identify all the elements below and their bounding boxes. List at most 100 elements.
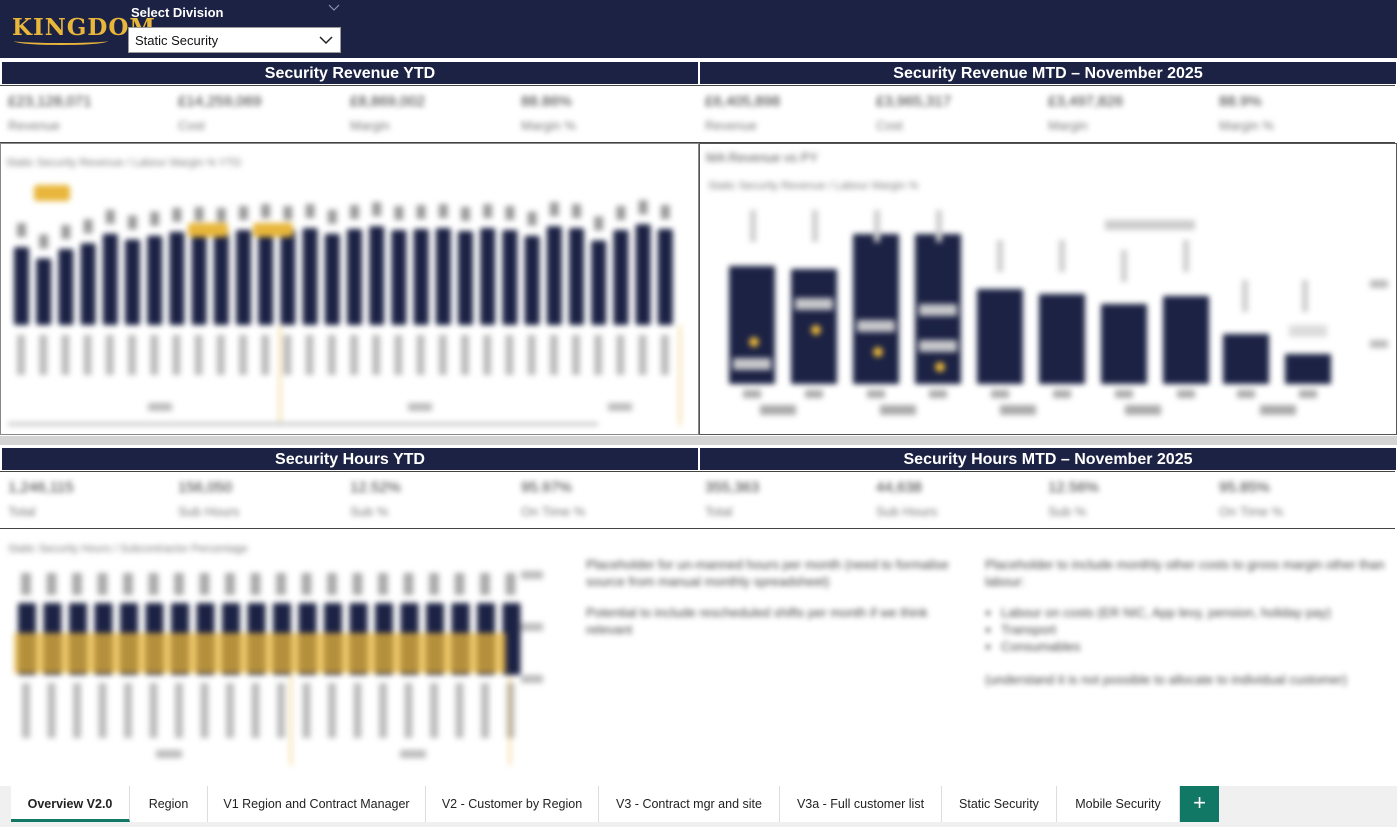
revenue-ytd-tick-label	[172, 335, 181, 375]
revenue-ytd-bar	[524, 235, 540, 325]
revenue-mtd-bar	[1039, 294, 1085, 384]
revenue-mtd-tick-label	[1115, 390, 1133, 398]
kpi-revenue-mtd: £6,405,898 Revenue	[705, 93, 781, 133]
tab-customer-by-region[interactable]: V2 - Customer by Region	[426, 786, 599, 822]
revenue-mtd-value-label	[1059, 240, 1065, 272]
revenue-ytd-bar-label	[216, 207, 226, 222]
revenue-ytd-bar	[102, 233, 118, 325]
hours-ytd-tick-label	[379, 683, 387, 738]
revenue-ytd-tick-label	[17, 335, 25, 375]
hours-ytd-bar-label	[46, 573, 57, 595]
tab-region[interactable]: Region	[130, 786, 208, 822]
kpi-hours-sub-ytd: 156,050 Sub Hours	[178, 479, 240, 519]
tab-region-contract-manager[interactable]: V1 Region and Contract Manager	[208, 786, 426, 822]
revenue-mtd-data-label	[919, 304, 957, 316]
revenue-mtd-tick-label	[867, 390, 885, 398]
revenue-ytd-highlight	[34, 185, 70, 201]
revenue-ytd-tick-label	[438, 335, 447, 375]
hours-ytd-bar	[502, 603, 521, 675]
revenue-mtd-marker	[873, 347, 883, 357]
revenue-ytd-tick-label	[216, 335, 225, 375]
hours-ytd-bar-label	[276, 573, 286, 595]
revenue-ytd-tick-label	[638, 335, 647, 375]
revenue-ytd-tick-label	[660, 335, 669, 375]
kpi-hours-total-mtd: 355,363 Total	[705, 479, 760, 519]
hours-ytd-tick-label	[328, 683, 336, 738]
tab-mobile-security[interactable]: Mobile Security	[1057, 786, 1180, 822]
hours-ytd-bar-label	[378, 573, 388, 595]
revenue-ytd-bar-label	[61, 225, 71, 239]
hours-ytd-bar-label	[123, 573, 133, 595]
revenue-ytd-tick-label	[83, 335, 92, 375]
revenue-mtd-chart-title: MA Revenue vs PY	[706, 150, 818, 165]
revenue-ytd-bar-label	[83, 219, 93, 234]
revenue-mtd-axis-label	[1370, 280, 1388, 288]
revenue-ytd-bar	[125, 239, 140, 325]
revenue-mtd-bar	[1163, 296, 1209, 384]
revenue-mtd-value-label	[1183, 240, 1189, 272]
revenue-ytd-tick-label	[239, 335, 247, 375]
revenue-ytd-bar-label	[350, 205, 359, 220]
page-tab-bar: Overview V2.0 Region V1 Region and Contr…	[0, 786, 1397, 827]
revenue-ytd-bar	[236, 230, 251, 325]
add-page-button[interactable]: +	[1180, 786, 1219, 822]
revenue-ytd-bar	[657, 229, 673, 325]
revenue-mtd-value-label	[1242, 280, 1248, 312]
revenue-ytd-bar	[258, 228, 274, 325]
tab-full-customer-list[interactable]: V3a - Full customer list	[780, 786, 942, 822]
revenue-mtd-marker	[749, 337, 759, 347]
revenue-ytd-bar-label	[194, 206, 204, 221]
tab-contract-mgr-site[interactable]: V3 - Contract mgr and site	[599, 786, 780, 822]
revenue-mtd-chart[interactable]	[705, 200, 1393, 430]
revenue-ytd-bar-label	[17, 223, 26, 238]
kpi-cost-ytd: £14,259,069 Cost	[178, 93, 262, 133]
revenue-mtd-tick-label	[1053, 390, 1071, 398]
revenue-ytd-bar-label	[438, 204, 448, 219]
revenue-ytd-bar-label	[660, 205, 670, 220]
revenue-mtd-value-label	[874, 210, 880, 242]
hours-ytd-chart[interactable]	[8, 565, 553, 770]
revenue-ytd-tick-label	[150, 335, 159, 375]
revenue-ytd-bar-label	[39, 234, 49, 249]
hours-ytd-tick-label	[200, 683, 209, 738]
revenue-ytd-highlight	[188, 223, 228, 237]
revenue-ytd-tick-label	[350, 335, 358, 375]
revenue-ytd-bar	[14, 247, 29, 325]
revenue-ytd-tick-label	[549, 335, 558, 375]
revenue-ytd-tick-label	[105, 335, 114, 375]
revenue-ytd-bar	[569, 228, 584, 325]
revenue-ytd-tick-label	[305, 335, 314, 375]
revenue-ytd-year-label	[608, 403, 632, 411]
revenue-ytd-tick-label	[283, 335, 292, 375]
revenue-ytd-bar	[324, 233, 340, 325]
hours-ytd-tick-label	[481, 683, 489, 738]
revenue-ytd-bar-label	[283, 206, 293, 220]
revenue-ytd-bar-label	[416, 205, 426, 220]
hours-ytd-tick-label	[277, 683, 285, 738]
hours-ytd-tick-label	[124, 683, 132, 738]
revenue-ytd-tick-label	[327, 335, 336, 375]
hours-ytd-legend: Static Security Hours / Subcontractor Pe…	[8, 543, 248, 555]
revenue-ytd-header: Security Revenue YTD	[2, 62, 698, 84]
revenue-ytd-chart[interactable]	[8, 175, 696, 430]
notes-right: Placeholder to include monthly other cos…	[985, 556, 1390, 702]
hours-ytd-tick-label	[455, 683, 464, 738]
hours-ytd-tick-label	[73, 683, 81, 738]
revenue-ytd-legend: Static Security Revenue / Labour Margin …	[6, 157, 242, 169]
tab-overview[interactable]: Overview V2.0	[11, 786, 130, 822]
revenue-ytd-highlight	[253, 223, 293, 237]
hours-ytd-bar-label	[21, 573, 31, 595]
revenue-ytd-tick-label	[483, 335, 492, 375]
revenue-ytd-tick-label	[194, 335, 203, 375]
revenue-ytd-bar-label	[549, 202, 559, 217]
hours-ytd-bar-label	[429, 573, 439, 595]
revenue-ytd-bar	[169, 231, 185, 325]
hours-ytd-tick-label	[98, 683, 107, 738]
revenue-ytd-tick-label	[39, 335, 48, 375]
revenue-ytd-bar	[546, 226, 562, 325]
division-dropdown[interactable]: Static Security	[128, 27, 341, 53]
revenue-mtd-value-label	[1121, 250, 1127, 282]
slicer-menu-chevron-icon[interactable]	[328, 4, 340, 12]
revenue-ytd-bar-label	[239, 206, 248, 220]
tab-static-security[interactable]: Static Security	[942, 786, 1057, 822]
